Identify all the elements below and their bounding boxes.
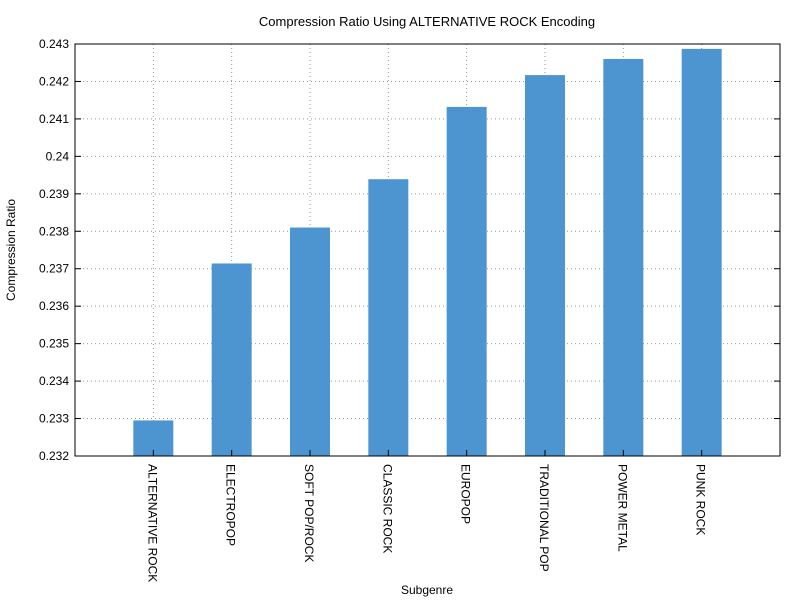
x-tick-label: ALTERNATIVE ROCK (145, 464, 159, 582)
bar (446, 106, 487, 456)
y-tick-label: 0.24 (46, 149, 70, 163)
y-tick-label: 0.243 (39, 37, 69, 51)
bar (603, 58, 644, 457)
y-tick-label: 0.239 (39, 187, 69, 201)
x-tick-label: TRADITIONAL POP (537, 464, 551, 572)
y-tick-label: 0.236 (39, 299, 69, 313)
x-axis-label: Subgenre (401, 583, 453, 597)
bar (368, 179, 409, 456)
y-axis-label: Compression Ratio (4, 199, 18, 301)
y-tick-label: 0.241 (39, 112, 69, 126)
bar (211, 263, 252, 456)
x-tick-label: CLASSIC ROCK (380, 464, 394, 553)
grid-lines (75, 44, 780, 456)
x-tick-label: ELECTROPOP (224, 464, 238, 546)
x-tick-label: PUNK ROCK (694, 464, 708, 535)
y-tick-label: 0.242 (39, 74, 69, 88)
y-tick-label: 0.235 (39, 337, 69, 351)
y-axis-ticks: 0.232 0.233 0.234 0.235 0.236 0.237 0.238 0.239… (39, 37, 780, 463)
plot-frame (74, 43, 781, 457)
bar (681, 48, 722, 457)
chart-title: Compression Ratio Using ALTERNATIVE ROCK… (259, 14, 595, 29)
bar (525, 75, 565, 456)
bar (290, 227, 330, 456)
x-tick-label: EUROPOP (459, 464, 473, 524)
y-tick-label: 0.233 (39, 412, 69, 426)
y-tick-label: 0.238 (39, 224, 69, 238)
y-tick-label: 0.234 (39, 374, 69, 388)
bars (133, 48, 722, 457)
x-tick-label: POWER METAL (615, 464, 629, 552)
x-tick-label: SOFT POP/ROCK (302, 464, 316, 562)
y-tick-label: 0.232 (39, 449, 69, 463)
y-tick-label: 0.237 (39, 262, 69, 276)
x-axis-ticks: ALTERNATIVE ROCK ELECTROPOP SOFT POP/ROCK C… (145, 450, 708, 582)
